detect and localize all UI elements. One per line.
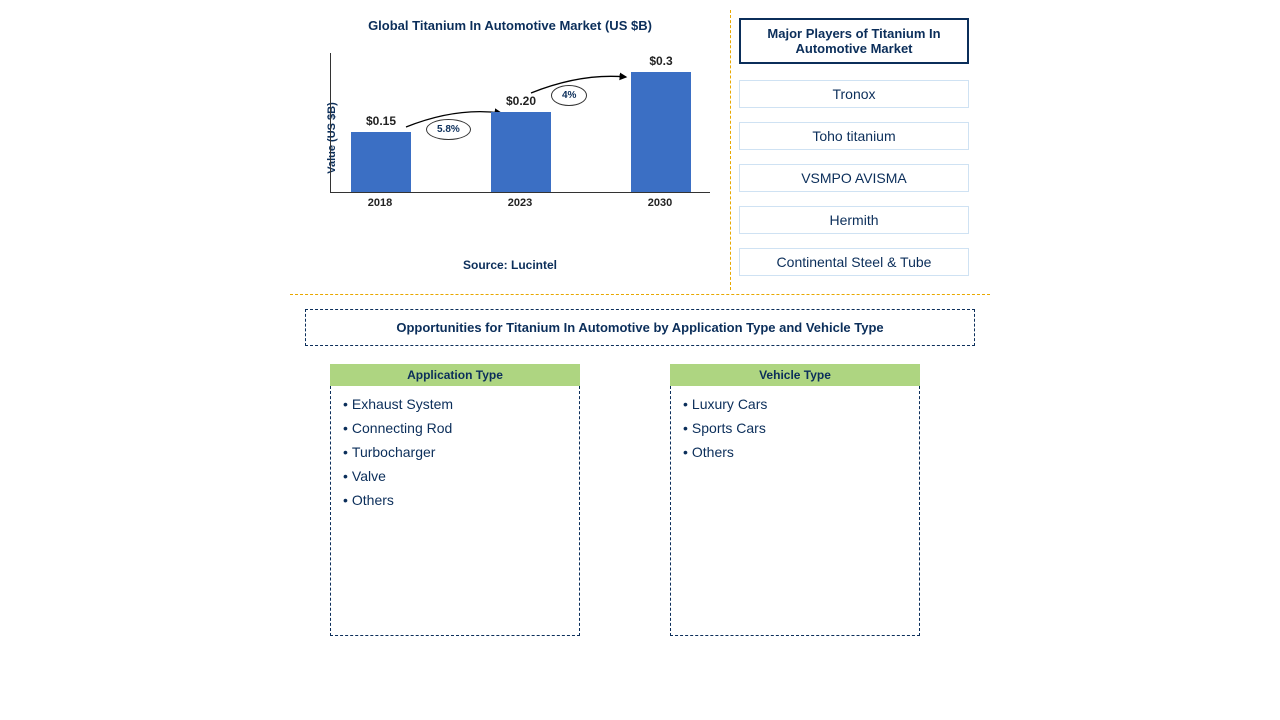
list-item: •Others — [343, 492, 567, 508]
player-box: Hermith — [739, 206, 969, 234]
list-item: •Connecting Rod — [343, 420, 567, 436]
chart-title: Global Titanium In Automotive Market (US… — [290, 18, 730, 33]
chart-bar: $0.3 — [631, 72, 691, 192]
opportunities-col-application: Application Type •Exhaust System •Connect… — [330, 364, 580, 636]
opportunities-title: Opportunities for Titanium In Automotive… — [305, 309, 975, 346]
list-item: •Turbocharger — [343, 444, 567, 460]
chart-bar: $0.15 — [351, 132, 411, 192]
x-tick-label: 2018 — [350, 197, 410, 209]
bar-value-label: $0.3 — [631, 54, 691, 68]
vehicle-type-header: Vehicle Type — [670, 364, 920, 386]
chart-bar: $0.20 — [491, 112, 551, 192]
chart-panel: Global Titanium In Automotive Market (US… — [290, 10, 730, 290]
x-tick-label: 2023 — [490, 197, 550, 209]
list-item: •Sports Cars — [683, 420, 907, 436]
application-type-header: Application Type — [330, 364, 580, 386]
player-box: Tronox — [739, 80, 969, 108]
bar-value-label: $0.20 — [491, 94, 551, 108]
player-box: Continental Steel & Tube — [739, 248, 969, 276]
bar-value-label: $0.15 — [351, 114, 411, 128]
vehicle-type-list: •Luxury Cars •Sports Cars •Others — [670, 386, 920, 636]
horizontal-divider — [290, 294, 990, 295]
application-type-list: •Exhaust System •Connecting Rod •Turbochar… — [330, 386, 580, 636]
player-box: Toho titanium — [739, 122, 969, 150]
growth-bubble-1: 5.8% — [426, 119, 471, 140]
vertical-divider — [730, 10, 731, 290]
growth-bubble-2: 4% — [551, 85, 587, 106]
list-item: •Valve — [343, 468, 567, 484]
x-tick-label: 2030 — [630, 197, 690, 209]
chart-source: Source: Lucintel — [290, 258, 730, 272]
chart-plot: 5.8% 4% $0.15 $0.20 $0.3 — [330, 53, 710, 193]
player-box: VSMPO AVISMA — [739, 164, 969, 192]
players-title: Major Players of Titanium In Automotive … — [739, 18, 969, 64]
list-item: •Luxury Cars — [683, 396, 907, 412]
list-item: •Others — [683, 444, 907, 460]
opportunities-col-vehicle: Vehicle Type •Luxury Cars •Sports Cars •Ot… — [670, 364, 920, 636]
chart-area: Value (US $B) 5.8% 4% $0.15$0.20$0.3 201… — [320, 53, 720, 223]
list-item: •Exhaust System — [343, 396, 567, 412]
players-panel: Major Players of Titanium In Automotive … — [739, 10, 969, 290]
